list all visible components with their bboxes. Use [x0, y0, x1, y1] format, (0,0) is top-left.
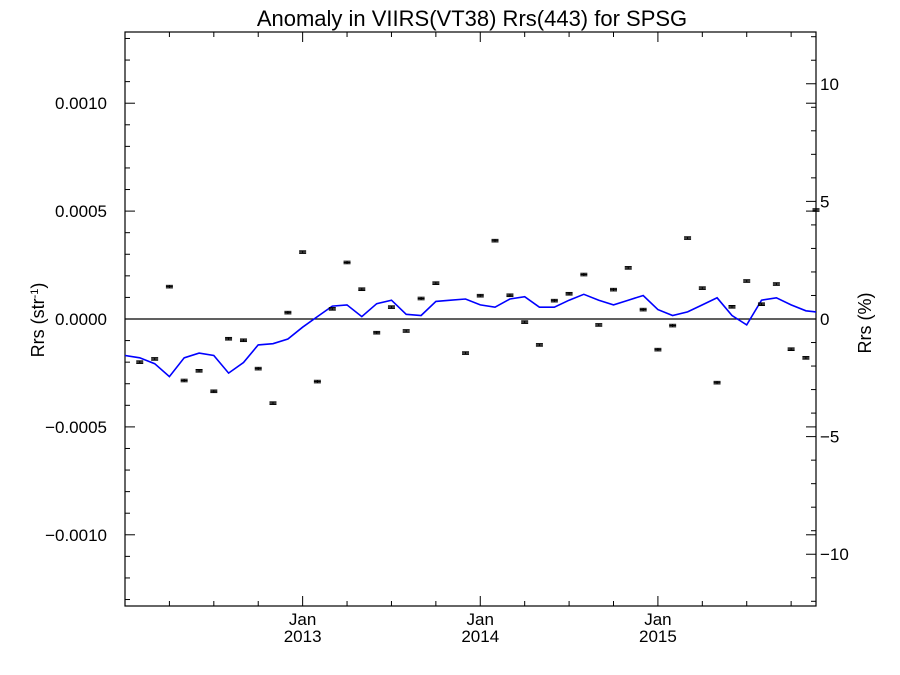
data-point — [639, 307, 647, 312]
left-axis-title-base: Rrs (str — [28, 298, 48, 357]
label-layer: 0.0010 0.0005 0.0000 −0.0005 −0.0010 10 5 0 −5 −1… — [45, 75, 849, 646]
data-point — [550, 298, 558, 303]
data-point — [373, 330, 381, 335]
right-tick-label: 10 — [820, 75, 839, 94]
data-point — [669, 323, 677, 328]
data-point — [580, 272, 588, 277]
x-tick-year: 2014 — [461, 627, 499, 646]
left-axis-title-sup: -1 — [29, 289, 41, 299]
data-point — [609, 287, 617, 292]
data-point — [195, 368, 203, 373]
data-point — [506, 293, 514, 298]
data-point — [812, 208, 820, 212]
data-point — [787, 347, 795, 352]
data-point — [684, 236, 692, 240]
data-point — [743, 279, 751, 283]
data-point — [180, 378, 188, 383]
data-point — [165, 284, 173, 289]
x-tick-month: Jan — [289, 610, 316, 629]
data-point — [343, 260, 351, 265]
right-tick-label: −5 — [820, 428, 839, 447]
data-point — [757, 302, 765, 307]
data-point — [387, 305, 395, 309]
right-tick-label: 5 — [820, 192, 829, 211]
left-tick-label: 0.0005 — [55, 202, 107, 221]
data-point — [136, 360, 144, 364]
x-tick-year: 2013 — [284, 627, 322, 646]
left-axis-title: Rrs (str-1) — [28, 283, 48, 358]
data-point — [299, 250, 307, 254]
data-point — [432, 281, 440, 285]
data-point — [624, 266, 632, 270]
data-point — [565, 291, 573, 296]
data-point — [210, 389, 218, 394]
chart-title: Anomaly in VIIRS(VT38) Rrs(443) for SPSG — [257, 6, 687, 31]
data-point — [254, 366, 262, 371]
left-tick-label: −0.0005 — [45, 418, 107, 437]
data-point — [476, 293, 484, 298]
data-point — [313, 379, 321, 384]
data-point — [535, 343, 543, 347]
data-point — [239, 338, 247, 343]
left-axis-title-tail: ) — [28, 283, 48, 289]
data-point — [358, 287, 366, 292]
series-line — [124, 293, 817, 378]
data-point — [728, 305, 736, 309]
data-point — [225, 336, 233, 341]
right-tick-label: 0 — [820, 310, 829, 329]
data-layer — [124, 208, 820, 405]
data-point — [417, 296, 425, 301]
data-point — [328, 307, 336, 311]
x-tick-year: 2015 — [639, 627, 677, 646]
data-point — [491, 238, 499, 243]
x-tick-month: Jan — [467, 610, 494, 629]
data-point — [595, 323, 603, 327]
data-point — [772, 282, 780, 286]
data-point — [402, 329, 410, 333]
data-point — [151, 357, 159, 361]
right-axis-title: Rrs (%) — [855, 293, 875, 354]
data-point — [521, 320, 529, 324]
data-point — [269, 401, 277, 405]
data-point — [698, 286, 706, 290]
x-tick-month: Jan — [644, 610, 671, 629]
data-point — [462, 351, 470, 355]
data-point — [802, 356, 810, 360]
data-point — [654, 347, 662, 352]
right-tick-label: −10 — [820, 545, 849, 564]
left-tick-label: 0.0000 — [55, 310, 107, 329]
left-tick-label: −0.0010 — [45, 526, 107, 545]
data-point — [284, 310, 292, 315]
data-point — [713, 380, 721, 385]
left-tick-label: 0.0010 — [55, 94, 107, 113]
